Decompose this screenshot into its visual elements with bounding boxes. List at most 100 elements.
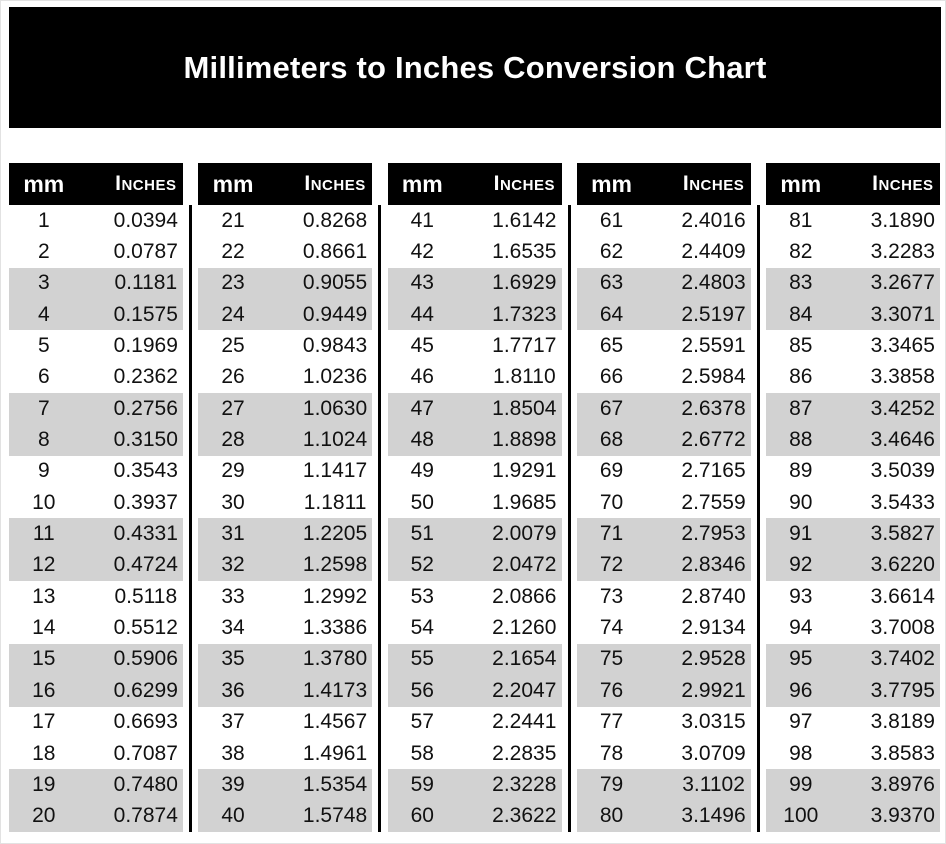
- mm-value: 50: [410, 490, 434, 514]
- inches-value: 2.7559: [681, 490, 746, 514]
- mm-value: 53: [410, 584, 434, 608]
- inches-value: 2.0079: [492, 522, 557, 546]
- table-row: 12 0.4724: [9, 549, 183, 582]
- inches-value: 3.7795: [870, 678, 935, 702]
- inches-value: 0.4331: [113, 522, 178, 546]
- conversion-table: mm Inches 81 3.1890 82 3.2283 83 3.2677 …: [766, 163, 940, 832]
- mm-value: 1: [37, 208, 50, 232]
- inches-value: 3.2677: [870, 271, 935, 295]
- table-header: mm Inches: [766, 163, 940, 205]
- table-row: 48 1.8898: [387, 424, 562, 456]
- table-header: mm Inches: [198, 163, 373, 205]
- table-row: 22 0.8661: [198, 236, 373, 268]
- mm-value: 32: [221, 553, 245, 577]
- table-row: 38 1.4961: [198, 737, 373, 770]
- table-row: 11 0.4331: [9, 518, 183, 550]
- table-row: 69 2.7165: [576, 455, 751, 488]
- mm-value: 94: [789, 616, 813, 640]
- table-row: 54 2.1260: [387, 612, 562, 644]
- mm-value: 72: [599, 553, 624, 577]
- inches-value: 3.3071: [870, 302, 935, 326]
- table-row: 31 1.2205: [198, 518, 373, 550]
- table-row: 45 1.7717: [387, 330, 562, 362]
- table-row: 34 1.3386: [198, 612, 373, 644]
- inches-value: 0.7480: [113, 772, 178, 796]
- table-row: 26 1.0236: [198, 361, 373, 394]
- inches-value: 1.5748: [302, 804, 368, 828]
- mm-value: 5: [37, 334, 50, 358]
- table-row: 74 2.9134: [576, 612, 751, 644]
- inches-value: 2.0472: [492, 553, 557, 577]
- inches-value: 3.5827: [870, 522, 935, 546]
- mm-column-header: mm: [401, 170, 443, 197]
- inches-value: 2.9921: [681, 678, 746, 702]
- table-row: 97 3.8189: [766, 706, 940, 738]
- inches-value: 3.1496: [681, 804, 746, 828]
- mm-value: 85: [789, 334, 813, 358]
- inches-value: 2.1260: [492, 616, 557, 640]
- table-row: 53 2.0866: [387, 581, 562, 613]
- table-row: 19 0.7480: [9, 769, 183, 801]
- inches-value: 1.8110: [492, 365, 556, 389]
- mm-value: 8: [37, 428, 50, 452]
- inches-column-header: Inches: [872, 172, 934, 195]
- mm-value: 77: [599, 710, 624, 734]
- inches-value: 3.3465: [870, 334, 935, 358]
- inches-value: 1.7323: [492, 302, 557, 326]
- mm-value: 35: [221, 647, 245, 671]
- inches-column-header: Inches: [493, 172, 555, 195]
- mm-value: 82: [789, 240, 813, 264]
- mm-value: 92: [789, 553, 813, 577]
- mm-column-header: mm: [591, 170, 632, 197]
- inches-value: 1.4567: [302, 710, 368, 734]
- mm-value: 42: [410, 240, 434, 264]
- mm-value: 27: [221, 396, 245, 420]
- mm-value: 28: [221, 428, 245, 452]
- mm-value: 9: [37, 459, 50, 483]
- inches-value: 1.0630: [302, 396, 368, 420]
- inches-value: 1.2598: [302, 553, 368, 577]
- inches-value: 2.2047: [492, 678, 557, 702]
- inches-value: 2.4016: [681, 208, 746, 232]
- table-row: 27 1.0630: [198, 393, 373, 425]
- table-row: 1 0.0394: [9, 205, 183, 237]
- mm-column-header: mm: [780, 170, 822, 197]
- table-body: 1 0.0394 2 0.0787 3 0.1181 4 0.1575 5 0.…: [9, 205, 183, 832]
- mm-value: 69: [599, 459, 624, 483]
- mm-value: 56: [410, 678, 434, 702]
- table-row: 85 3.3465: [766, 330, 940, 362]
- table-row: 56 2.2047: [387, 675, 562, 707]
- table-divider: [189, 205, 193, 832]
- mm-column-header: mm: [212, 170, 254, 197]
- mm-value: 90: [789, 490, 813, 514]
- inches-value: 1.4173: [302, 678, 368, 702]
- table-row: 68 2.6772: [576, 424, 751, 456]
- inches-value: 1.6535: [492, 240, 557, 264]
- table-row: 83 3.2677: [766, 267, 940, 300]
- inches-value: 3.4252: [870, 396, 935, 420]
- inches-value: 0.3543: [113, 459, 178, 483]
- mm-value: 44: [410, 302, 434, 326]
- inches-value: 0.2362: [113, 365, 178, 389]
- table-row: 37 1.4567: [198, 706, 373, 738]
- table-row: 76 2.9921: [576, 675, 751, 707]
- inches-value: 1.1024: [302, 428, 368, 452]
- table-row: 92 3.6220: [766, 549, 940, 582]
- mm-value: 48: [410, 428, 434, 452]
- table-row: 94 3.7008: [766, 612, 940, 644]
- inches-value: 2.5591: [681, 334, 746, 358]
- table-row: 51 2.0079: [387, 518, 562, 550]
- table-row: 60 2.3622: [387, 800, 562, 832]
- table-row: 84 3.3071: [766, 299, 940, 331]
- mm-value: 22: [221, 240, 245, 264]
- table-row: 15 0.5906: [9, 643, 183, 676]
- mm-value: 59: [410, 772, 434, 796]
- table-row: 82 3.2283: [766, 236, 940, 268]
- inches-value: 0.9055: [302, 271, 368, 295]
- mm-value: 30: [221, 490, 245, 514]
- inches-column-header: Inches: [304, 172, 366, 195]
- table-row: 65 2.5591: [576, 330, 751, 362]
- table-row: 20 0.7874: [9, 800, 183, 832]
- inches-value: 2.9528: [681, 647, 746, 671]
